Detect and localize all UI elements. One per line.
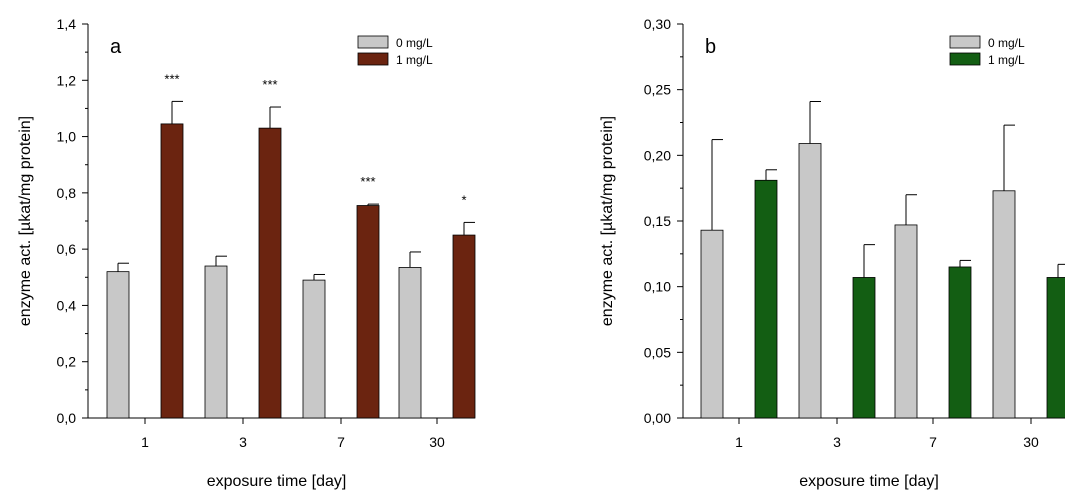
x-axis-title: exposure time [day] [207, 473, 347, 490]
legend-label-0: 0 mg/L [988, 36, 1025, 50]
x-tick-label: 1 [141, 434, 149, 450]
bar-series-1 [258, 127, 282, 419]
y-tick-label: 0,6 [57, 241, 77, 257]
bar-series-1 [356, 205, 380, 419]
bar-series-1 [754, 179, 778, 419]
bar-series-0 [398, 267, 422, 419]
bar-series-0 [302, 279, 326, 419]
bar-series-0 [798, 143, 822, 419]
x-tick-label: 30 [1023, 434, 1039, 450]
legend-swatch-0 [357, 35, 389, 49]
bar-series-0 [106, 271, 130, 419]
legend-label-0: 0 mg/L [396, 36, 433, 50]
legend-label-1: 1 mg/L [988, 53, 1025, 67]
y-tick-label: 1,2 [57, 72, 77, 88]
y-tick-label: 1,0 [57, 129, 77, 145]
panel-b-enzyme-activity-chart: 0,00 0,05 0,10 0,15 0,20 0,25 0,30 1 3 7 30 exposur… [599, 16, 1065, 490]
y-axis-title: enzyme act. [µkat/mg protein] [599, 116, 616, 326]
legend-swatch-1 [357, 52, 389, 66]
y-tick-label: 0,2 [57, 354, 77, 370]
y-tick-label: 0,10 [644, 279, 671, 295]
significance-marker: *** [262, 77, 277, 92]
bar-series-0 [992, 190, 1016, 419]
bar-series-1 [948, 266, 972, 419]
x-tick-label: 30 [429, 434, 445, 450]
y-tick-label: 0,0 [57, 410, 77, 426]
y-tick-label: 0,05 [644, 344, 671, 360]
y-tick-label: 0,00 [644, 410, 671, 426]
significance-marker: *** [164, 71, 179, 86]
y-tick-label: 0,15 [644, 213, 671, 229]
y-axis-title: enzyme act. [µkat/mg protein] [17, 116, 34, 326]
bar-series-1 [160, 123, 184, 419]
x-tick-label: 3 [239, 434, 247, 450]
legend-label-1: 1 mg/L [396, 53, 433, 67]
y-tick-label: 0,4 [57, 297, 77, 313]
x-axis-title: exposure time [day] [799, 473, 939, 490]
y-tick-label: 0,20 [644, 147, 671, 163]
x-tick-label: 1 [735, 434, 743, 450]
panel-letter: a [110, 36, 122, 58]
bar-series-0 [204, 265, 228, 419]
legend-swatch-1 [949, 52, 981, 66]
panel-a-enzyme-activity-chart: 0,0 0,2 0,4 0,6 0,8 1,0 1,2 1,4 1 *** 3 *** 7 *** 30 * e… [17, 16, 476, 490]
x-tick-label: 7 [337, 434, 345, 450]
bar-series-0 [700, 229, 724, 419]
x-tick-label: 3 [833, 434, 841, 450]
y-tick-label: 0,8 [57, 185, 77, 201]
significance-marker: *** [360, 174, 375, 189]
x-tick-label: 7 [929, 434, 937, 450]
bar-series-1 [852, 277, 876, 419]
bar-series-0 [894, 224, 918, 419]
significance-marker: * [461, 192, 466, 207]
legend-swatch-0 [949, 35, 981, 49]
y-tick-label: 0,30 [644, 16, 671, 32]
y-tick-label: 0,25 [644, 82, 671, 98]
bar-series-1 [1046, 277, 1065, 419]
panel-letter: b [705, 36, 716, 58]
bar-series-1 [452, 234, 476, 419]
y-tick-label: 1,4 [57, 16, 77, 32]
